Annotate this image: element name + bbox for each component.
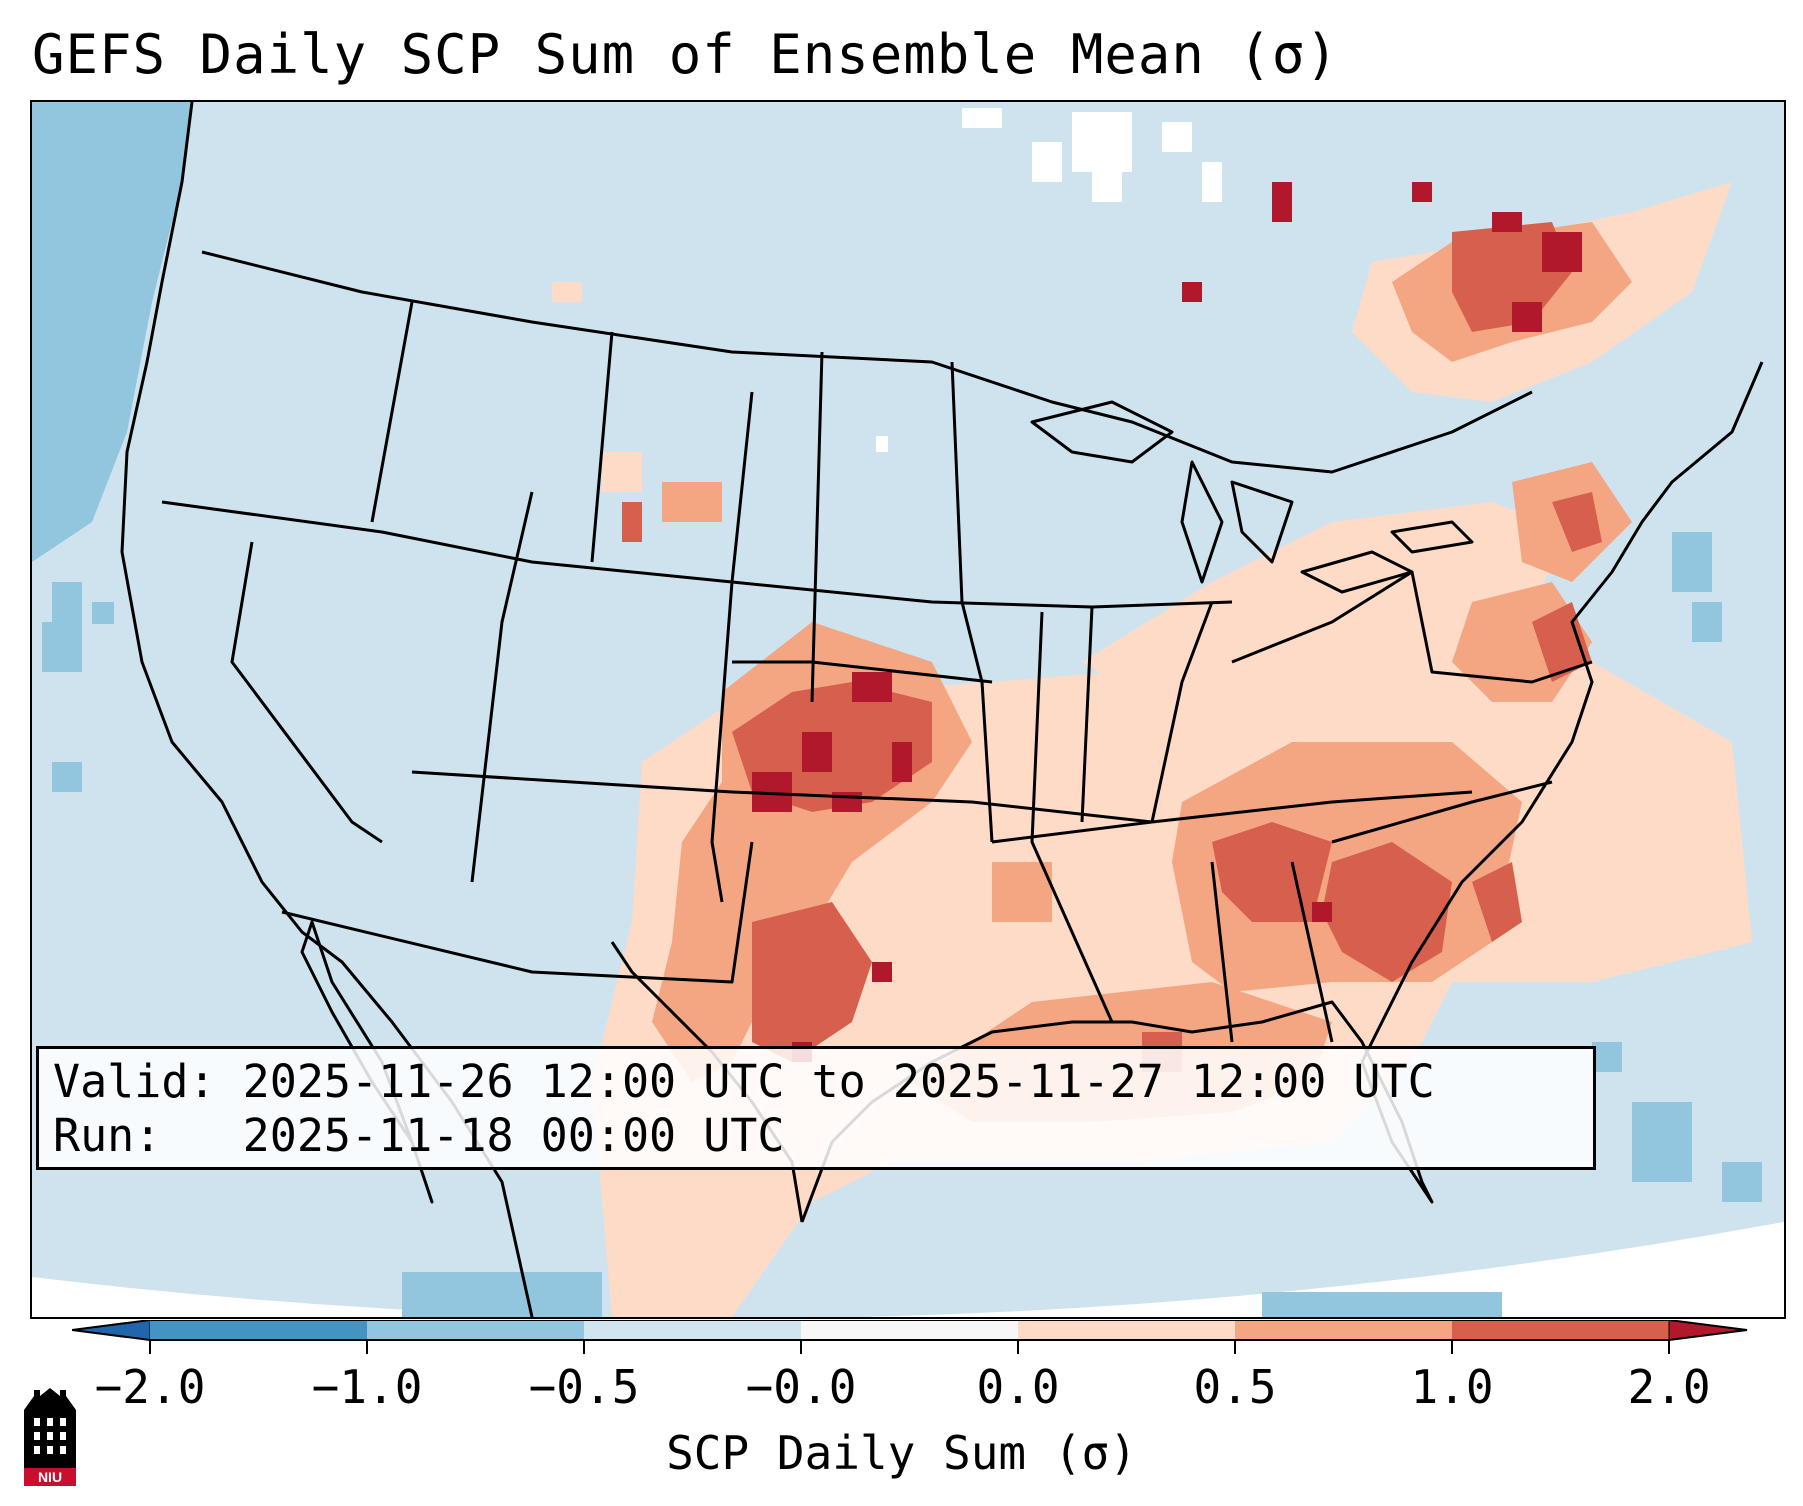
colorbar-tick-label: −0.5 — [528, 1360, 640, 1414]
valid-run-info-box: Valid: 2025-11-26 12:00 UTC to 2025-11-2… — [36, 1046, 1596, 1170]
colorbar-tick-label: −2.0 — [94, 1360, 206, 1414]
colorbar-bin — [1235, 1320, 1452, 1340]
colorbar — [72, 1320, 1748, 1354]
colorbar-tick-label: 2.0 — [1627, 1360, 1711, 1414]
niu-logo-icon: NIU — [24, 1388, 76, 1486]
colorbar-tick-label: −0.0 — [745, 1360, 857, 1414]
colorbar-bin — [1452, 1320, 1669, 1340]
colorbar-extend-low — [72, 1320, 151, 1341]
valid-time-text: Valid: 2025-11-26 12:00 UTC to 2025-11-2… — [53, 1055, 1435, 1108]
colorbar-bin — [584, 1320, 801, 1340]
pacific-anomaly — [32, 102, 192, 562]
colorbar-tick-label: −1.0 — [311, 1360, 423, 1414]
colorbar-tick-label: 0.5 — [1193, 1360, 1277, 1414]
run-time-text: Run: 2025-11-18 00:00 UTC — [53, 1109, 785, 1162]
map-title: GEFS Daily SCP Sum of Ensemble Mean (σ) — [32, 23, 1339, 86]
colorbar-tick-label: 1.0 — [1410, 1360, 1494, 1414]
negative-anomaly-patches — [42, 532, 1762, 1317]
colorbar-extend-high — [1668, 1320, 1748, 1341]
colorbar-bin — [1018, 1320, 1235, 1340]
extreme-positive-anomaly — [752, 182, 1582, 1062]
colorbar-bin — [150, 1320, 367, 1340]
colorbar-label: SCP Daily Sum (σ) — [666, 1426, 1137, 1480]
logo-text: NIU — [38, 1469, 62, 1485]
no-data-patches — [876, 108, 1222, 452]
colorbar-bin — [367, 1320, 584, 1340]
colorbar-tick-label: 0.0 — [976, 1360, 1060, 1414]
colorbar-bin — [801, 1320, 1018, 1340]
